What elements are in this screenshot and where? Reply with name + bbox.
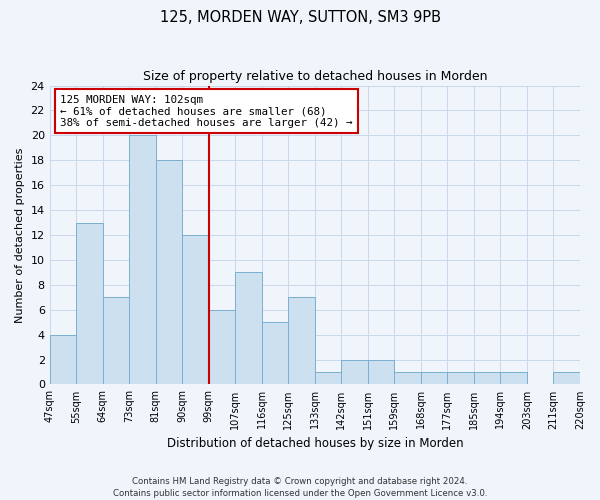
Bar — [315, 372, 341, 384]
Bar — [235, 272, 262, 384]
Text: Contains HM Land Registry data © Crown copyright and database right 2024.
Contai: Contains HM Land Registry data © Crown c… — [113, 476, 487, 498]
Text: 125, MORDEN WAY, SUTTON, SM3 9PB: 125, MORDEN WAY, SUTTON, SM3 9PB — [160, 10, 440, 25]
Bar — [500, 372, 527, 384]
Bar — [50, 334, 76, 384]
Bar — [341, 360, 368, 384]
Bar — [129, 136, 156, 384]
Bar — [262, 322, 289, 384]
Bar — [156, 160, 182, 384]
Bar — [103, 298, 129, 384]
Bar — [474, 372, 500, 384]
Bar — [289, 298, 315, 384]
Bar — [421, 372, 448, 384]
Text: 125 MORDEN WAY: 102sqm
← 61% of detached houses are smaller (68)
38% of semi-det: 125 MORDEN WAY: 102sqm ← 61% of detached… — [60, 94, 353, 128]
Title: Size of property relative to detached houses in Morden: Size of property relative to detached ho… — [143, 70, 487, 83]
Bar — [448, 372, 474, 384]
Bar — [368, 360, 394, 384]
Bar — [76, 222, 103, 384]
Y-axis label: Number of detached properties: Number of detached properties — [15, 148, 25, 322]
Bar — [182, 235, 209, 384]
Bar — [553, 372, 580, 384]
X-axis label: Distribution of detached houses by size in Morden: Distribution of detached houses by size … — [167, 437, 463, 450]
Bar — [209, 310, 235, 384]
Bar — [394, 372, 421, 384]
